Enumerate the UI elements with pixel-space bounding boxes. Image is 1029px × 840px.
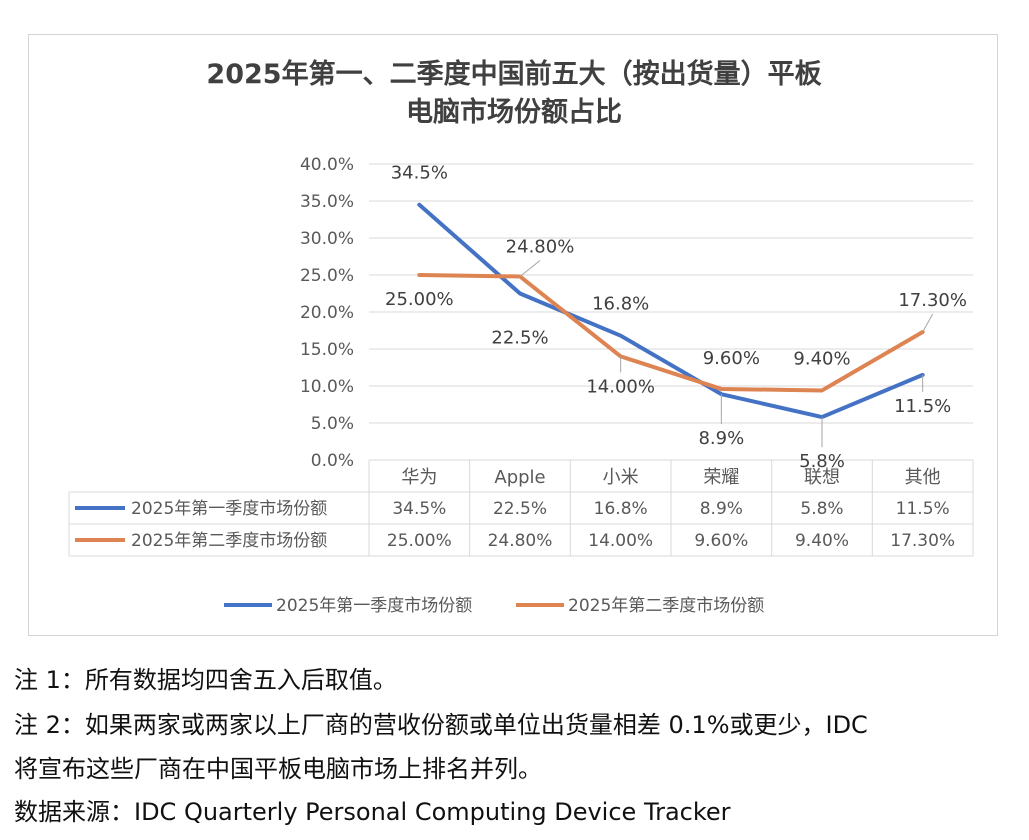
chart-title-line-1: 2025年第一、二季度中国前五大（按出货量）平板 (206, 58, 821, 90)
table-cell: 11.5% (896, 499, 950, 519)
table-cell: 14.00% (588, 531, 653, 551)
data-label: 24.80% (506, 236, 575, 257)
x-tick-label: 其他 (905, 467, 941, 488)
y-tick-label: 35.0% (300, 192, 354, 212)
data-label: 22.5% (491, 328, 548, 349)
note-1: 注 1：所有数据均四舍五入后取值。 (14, 666, 397, 694)
data-label: 9.60% (703, 348, 760, 369)
data-label: 9.40% (793, 348, 850, 369)
data-label: 5.8% (799, 451, 845, 472)
chart-frame: 2025年第一、二季度中国前五大（按出货量）平板 电脑市场份额占比 40.0% 35.… (28, 34, 998, 636)
x-tick-label: 荣耀 (703, 467, 739, 488)
y-tick-label: 25.0% (300, 266, 354, 286)
table-cell: 34.5% (392, 499, 446, 519)
data-label: 17.30% (898, 290, 967, 311)
y-tick-label: 40.0% (300, 155, 354, 175)
data-label: 34.5% (391, 163, 448, 184)
table-cell: 25.00% (387, 531, 452, 551)
table-row-header: 2025年第一季度市场份额 (131, 499, 327, 519)
x-tick-label: Apple (494, 467, 545, 488)
data-label: 16.8% (592, 294, 649, 315)
table-cell: 5.8% (800, 499, 843, 519)
y-tick-label: 5.0% (311, 414, 354, 434)
x-tick-label: 华为 (401, 467, 437, 488)
x-tick-label: 小米 (603, 467, 639, 488)
table-cell: 17.30% (890, 531, 955, 551)
note-2-line-1: 注 2：如果两家或两家以上厂商的营收份额或单位出货量相差 0.1%或更少，IDC (14, 711, 868, 739)
data-label: 11.5% (894, 396, 951, 417)
table-cell: 16.8% (594, 499, 648, 519)
data-source: 数据来源：IDC Quarterly Personal Computing De… (14, 798, 731, 826)
y-tick-label: 10.0% (300, 377, 354, 397)
note-2-line-2: 将宣布这些厂商在中国平板电脑市场上排名并列。 (14, 755, 542, 783)
series-line-1 (417, 202, 925, 420)
y-tick-label: 0.0% (311, 451, 354, 471)
data-label-leader (519, 260, 541, 277)
series-line-2 (417, 273, 925, 393)
x-tick-label: 联想 (804, 467, 840, 488)
data-label: 25.00% (385, 289, 454, 310)
y-tick-label: 20.0% (300, 303, 354, 323)
table-cell: 9.40% (795, 531, 849, 551)
chart-title-line-2: 电脑市场份额占比 (406, 96, 622, 128)
data-label-leader (922, 313, 934, 333)
table-cell: 24.80% (488, 531, 553, 551)
legend-label-2: 2025年第二季度市场份额 (568, 596, 764, 616)
table-row-header: 2025年第二季度市场份额 (131, 531, 327, 551)
table-cell: 8.9% (700, 499, 743, 519)
legend-label-1: 2025年第一季度市场份额 (276, 596, 472, 616)
y-tick-label: 30.0% (300, 229, 354, 249)
data-label: 14.00% (586, 376, 655, 397)
data-label: 8.9% (698, 428, 744, 449)
table-cell: 9.60% (694, 531, 748, 551)
y-tick-label: 15.0% (300, 340, 354, 360)
table-cell: 22.5% (493, 499, 547, 519)
